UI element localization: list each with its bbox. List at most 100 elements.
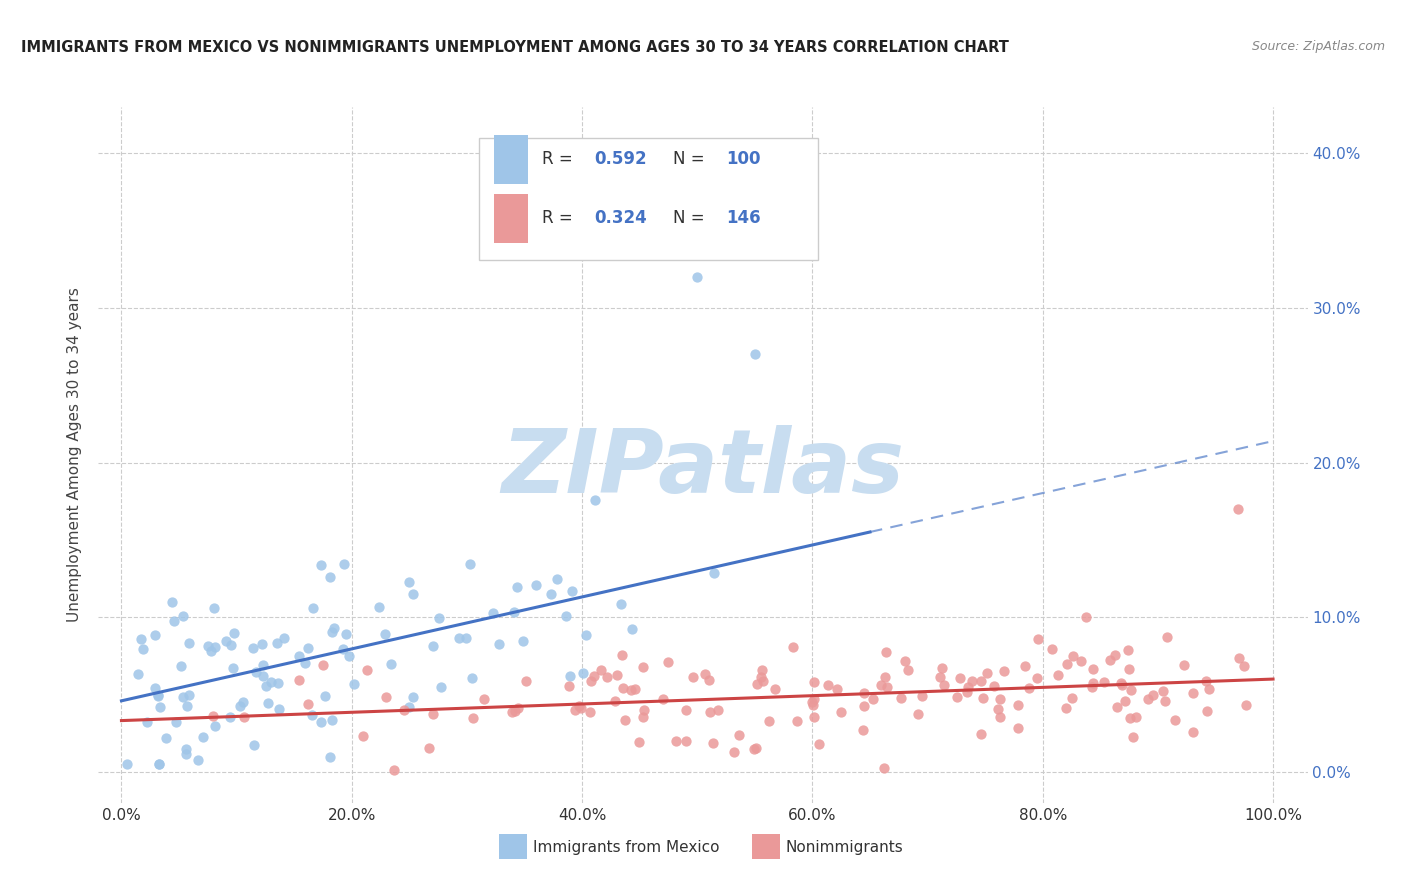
Point — [560, 669, 582, 683]
Point — [960, 674, 983, 689]
Point — [146, 688, 169, 702]
Point — [115, 757, 138, 772]
Point — [583, 669, 606, 683]
Point — [202, 709, 225, 723]
Point — [610, 648, 633, 662]
Point — [1076, 610, 1098, 624]
Point — [333, 558, 356, 572]
Point — [135, 715, 157, 730]
Point — [621, 623, 644, 637]
Point — [461, 671, 484, 685]
Point — [418, 740, 440, 755]
Point — [875, 670, 897, 684]
Point — [422, 640, 444, 654]
Point — [374, 626, 396, 640]
Point — [932, 678, 955, 692]
Point — [946, 690, 969, 704]
Point — [1081, 662, 1104, 676]
Text: 100: 100 — [725, 150, 761, 169]
Point — [581, 674, 603, 689]
Point — [803, 691, 825, 706]
Point — [503, 704, 526, 718]
Point — [219, 638, 242, 652]
Point — [633, 703, 655, 717]
Point — [191, 730, 214, 744]
Point — [911, 689, 934, 703]
Point — [398, 574, 420, 589]
Point — [623, 681, 645, 696]
Point — [297, 697, 319, 711]
Point — [454, 631, 477, 645]
Point — [875, 645, 897, 659]
Point — [786, 714, 808, 729]
Point — [132, 642, 155, 657]
Point — [603, 694, 626, 708]
Point — [367, 600, 389, 615]
Point — [200, 644, 222, 658]
Point — [323, 621, 346, 635]
Point — [314, 689, 336, 703]
Point — [242, 738, 264, 752]
Point — [449, 631, 471, 645]
Point — [988, 692, 1011, 706]
Point — [1125, 710, 1147, 724]
Point — [297, 641, 319, 656]
Point — [288, 673, 311, 687]
Point — [215, 633, 238, 648]
Point — [1181, 685, 1204, 699]
Point — [380, 657, 402, 671]
Point — [392, 703, 415, 717]
Point — [506, 701, 529, 715]
Point — [252, 657, 274, 672]
Point — [686, 270, 709, 285]
Point — [873, 761, 896, 775]
Point — [1116, 643, 1139, 657]
Point — [1054, 701, 1077, 715]
Point — [506, 581, 529, 595]
Point — [1173, 658, 1195, 673]
Point — [1081, 675, 1104, 690]
Point — [204, 640, 226, 654]
Point — [572, 666, 595, 681]
Point — [337, 649, 360, 664]
Point — [222, 661, 245, 675]
Point — [482, 606, 505, 620]
Point — [703, 566, 725, 580]
Point — [969, 727, 991, 741]
Point — [707, 703, 730, 717]
Point — [294, 657, 316, 671]
Point — [993, 664, 1015, 678]
Point — [1227, 651, 1250, 665]
Point — [309, 558, 332, 573]
Point — [610, 597, 633, 611]
Point — [633, 659, 655, 673]
Point — [301, 708, 323, 723]
Point — [501, 705, 523, 719]
Point — [402, 587, 425, 601]
Point — [876, 680, 898, 694]
Point — [250, 637, 273, 651]
Point — [988, 710, 1011, 724]
Point — [596, 670, 619, 684]
Point — [1195, 673, 1218, 688]
Point — [148, 757, 170, 772]
Point — [1018, 681, 1040, 695]
Point — [620, 682, 643, 697]
Point — [1195, 704, 1218, 718]
Point — [1026, 632, 1049, 646]
Point — [472, 692, 495, 706]
Point — [931, 660, 953, 674]
Point — [956, 685, 979, 699]
Point — [976, 666, 998, 681]
Point — [160, 595, 183, 609]
Point — [170, 658, 193, 673]
Point — [579, 705, 602, 719]
Text: Immigrants from Mexico: Immigrants from Mexico — [533, 840, 720, 855]
Point — [174, 741, 197, 756]
Point — [583, 493, 606, 508]
Point — [1119, 683, 1142, 698]
Text: ZIPatlas: ZIPatlas — [502, 425, 904, 512]
Point — [983, 679, 1005, 693]
Point — [1119, 711, 1142, 725]
Point — [267, 676, 290, 690]
